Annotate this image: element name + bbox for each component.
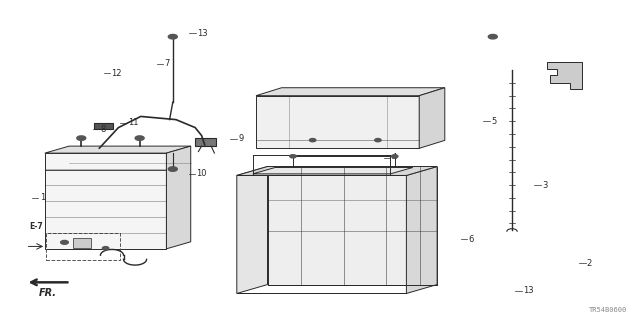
Text: 5: 5 (491, 117, 496, 126)
FancyBboxPatch shape (74, 238, 91, 248)
Circle shape (61, 241, 68, 244)
Polygon shape (237, 167, 268, 293)
Polygon shape (419, 88, 445, 148)
Polygon shape (166, 146, 191, 249)
FancyBboxPatch shape (195, 138, 216, 146)
Polygon shape (406, 167, 437, 293)
Polygon shape (237, 167, 437, 175)
Text: TR54B0600: TR54B0600 (589, 307, 627, 313)
Text: 13: 13 (523, 286, 534, 295)
Polygon shape (256, 88, 445, 96)
Polygon shape (268, 167, 437, 285)
Polygon shape (45, 153, 166, 249)
Circle shape (135, 136, 144, 140)
FancyBboxPatch shape (94, 123, 113, 129)
Text: 8: 8 (100, 125, 106, 134)
Text: 13: 13 (197, 29, 208, 38)
Text: 4: 4 (392, 153, 397, 162)
Polygon shape (547, 62, 582, 89)
Circle shape (310, 138, 316, 142)
Polygon shape (45, 146, 191, 153)
Circle shape (77, 136, 86, 140)
Text: 3: 3 (542, 181, 547, 189)
Text: 9: 9 (238, 134, 243, 143)
Text: 11: 11 (128, 118, 138, 127)
Text: 12: 12 (111, 69, 122, 78)
Circle shape (375, 138, 381, 142)
Circle shape (102, 247, 109, 250)
Text: 6: 6 (468, 235, 474, 244)
Circle shape (168, 34, 177, 39)
Circle shape (488, 34, 497, 39)
Text: 2: 2 (587, 259, 592, 268)
Text: 7: 7 (164, 59, 170, 68)
Circle shape (168, 167, 177, 171)
Text: FR.: FR. (39, 288, 57, 298)
Circle shape (290, 155, 296, 158)
Text: E-7: E-7 (29, 222, 43, 231)
Polygon shape (253, 167, 413, 174)
Text: 10: 10 (196, 169, 207, 178)
Circle shape (392, 155, 398, 158)
Text: 1: 1 (40, 193, 45, 202)
Polygon shape (256, 96, 419, 148)
